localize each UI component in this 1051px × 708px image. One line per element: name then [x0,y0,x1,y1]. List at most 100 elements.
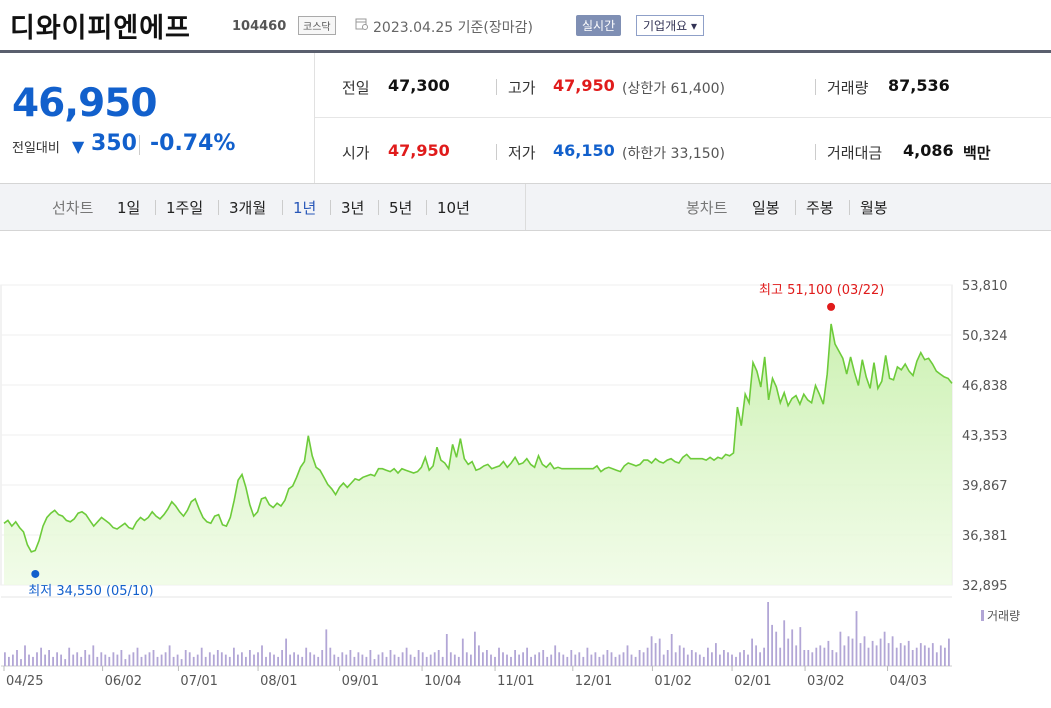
volume-bar [698,654,701,666]
volume-bar [349,650,352,666]
volume-bar [743,650,745,666]
market-badge: 코스닥 [298,16,336,35]
volume-bar [843,645,846,666]
price-line [3,323,953,553]
volume-bar [727,652,729,666]
volume-bar [783,620,786,666]
volume-bar [478,645,480,666]
volume-bar [413,656,416,666]
volume-bar [220,652,223,666]
volume-bar [646,647,649,666]
volume-bar [815,647,818,666]
max-annotation: 최고 51,100 (03/22) [759,283,884,298]
volume-bar [831,650,834,666]
volume-bar [52,656,54,666]
tab-weekly[interactable]: 주봉 [806,199,834,217]
volume-bar [851,638,854,666]
divider [795,200,796,215]
volume-bar [200,647,203,666]
current-price: 46,950 [12,81,157,126]
volume-bar [670,634,673,666]
volume-bar [823,647,826,666]
volume-bar [650,636,653,666]
volume-bar [759,652,761,666]
price-summary: 46,950 전일대비 ▼ 350 -0.74% 전일 47,300 고가 47… [0,53,1051,184]
volume-bar [453,654,456,666]
tab-1y[interactable]: 1년 [293,199,317,217]
volume-bar [212,654,215,666]
calendar-icon [355,18,368,30]
divider [849,200,850,215]
change-percent: -0.74% [150,131,236,156]
realtime-button[interactable]: 실시간 [576,15,622,36]
volume-bar [164,652,167,666]
volume-bar [216,650,219,666]
volume-bar [498,647,500,666]
volume-bar [48,650,50,666]
volume-bar [863,636,866,666]
x-tick-label: 12/01 [575,674,612,689]
volume-bar [739,652,741,666]
volume-bar [417,650,420,666]
volume-bar [686,654,689,666]
volume-bar [731,654,733,666]
volume-bar [859,643,862,666]
volume-bar [875,645,878,666]
volume-bar [160,654,163,666]
tab-monthly[interactable]: 월봉 [860,199,888,217]
volume-bar [369,650,372,666]
volume-label: 거래량 [827,79,869,97]
volume-bar [755,645,757,666]
volume-bar [317,656,320,666]
volume-bar [233,647,235,666]
volume-bar [474,631,476,666]
x-tick-label: 09/01 [342,674,379,689]
volume-bar [361,654,364,666]
volume-bar [642,652,645,666]
tab-1w[interactable]: 1주일 [166,199,204,217]
tab-1d[interactable]: 1일 [117,199,141,217]
volume-bar [224,654,227,666]
volume-bar [678,645,681,666]
volume-bar [534,654,536,666]
volume-bar [558,652,561,666]
volume-bar [32,656,34,666]
tab-10y[interactable]: 10년 [437,199,470,217]
volume-bar [353,656,356,666]
x-tick-label: 06/02 [105,674,142,689]
volume-bar [112,652,115,666]
volume-bar [506,654,508,666]
volume-bar [148,652,151,666]
volume-legend-label: 거래량 [987,609,1020,623]
volume-bar [144,654,147,666]
tab-3m[interactable]: 3개월 [229,199,267,217]
tab-5y[interactable]: 5년 [389,199,413,217]
volume-bar [44,654,46,666]
stock-name: 디와이피엔에프 [10,13,191,44]
volume-bar [811,652,814,666]
low-label: 저가 [508,144,536,162]
volume-bar [36,652,38,666]
min-point-marker [31,569,40,578]
volume-bar [935,652,938,666]
volume-bar [771,624,773,666]
volume-bar [152,650,155,666]
amount-label: 거래대금 [827,144,883,162]
volume-bar [578,652,581,666]
volume-bar [265,656,267,666]
volume-bar [156,656,159,666]
upper-limit: (상한가 61,400) [622,81,726,97]
volume-bar [80,656,83,666]
row-divider [315,117,1051,118]
tab-daily[interactable]: 일봉 [752,199,780,217]
volume-bar [674,652,677,666]
volume-bar [465,652,468,666]
company-overview-button[interactable]: 기업개요 ▾ [636,15,704,36]
volume-bar [638,650,641,666]
volume-bar [100,652,103,666]
tab-3y[interactable]: 3년 [341,199,365,217]
volume-bar [345,654,348,666]
volume-bar [566,656,569,666]
volume-bar [630,654,633,666]
prev-close-label: 전일 [342,79,370,97]
